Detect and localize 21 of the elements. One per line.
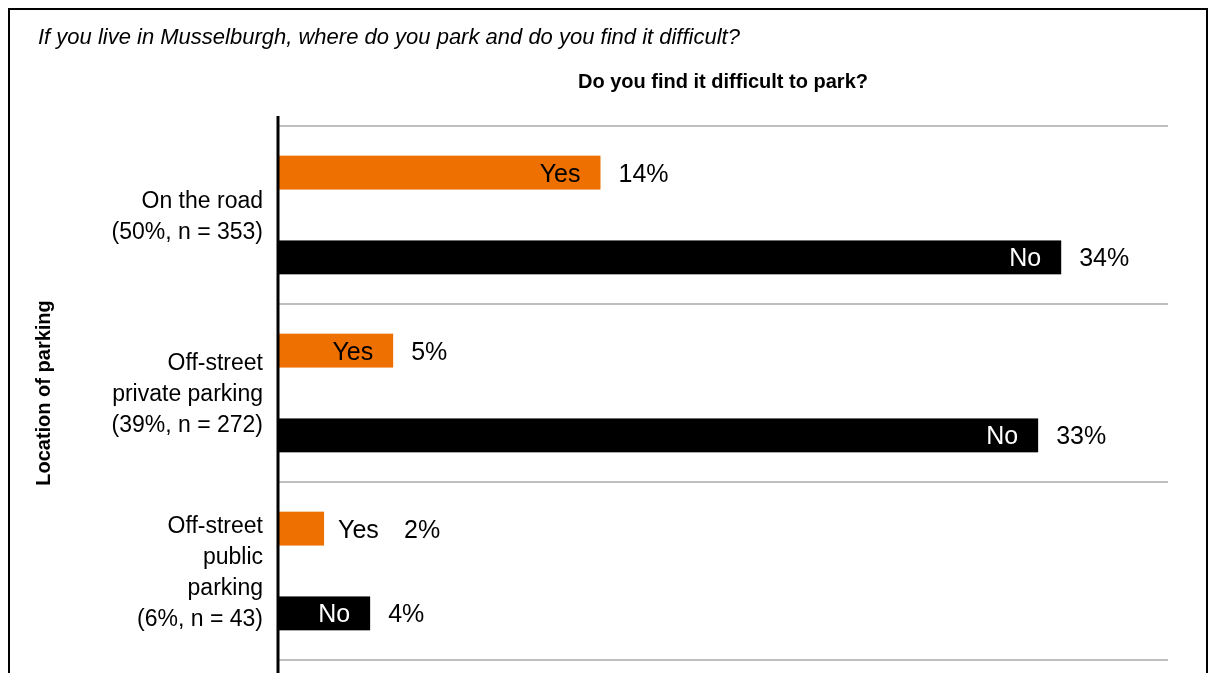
data-label: 2% xyxy=(404,514,441,543)
series-label: Yes xyxy=(539,158,581,187)
series-label: No xyxy=(1009,243,1042,272)
text: No xyxy=(986,421,1019,450)
data-label: 34% xyxy=(1079,243,1130,272)
data-label: 5% xyxy=(411,336,448,365)
y-tick-label: Off-street private parking (39%, n = 272) xyxy=(111,349,264,437)
text: No xyxy=(318,599,351,628)
y-axis-title: Location of parking xyxy=(32,300,54,486)
bar xyxy=(278,333,394,368)
text: Yes xyxy=(332,336,374,365)
data-label: 14% xyxy=(618,158,669,187)
bar xyxy=(278,155,601,190)
data-label: 33% xyxy=(1056,421,1107,450)
y-tick-label: On the road (50%, n = 353) xyxy=(111,186,263,244)
data-label: 4% xyxy=(388,599,425,628)
chart-title: If you live in Musselburgh, where do you park and do you find it difficult? xyxy=(38,24,741,49)
text: Yes xyxy=(338,514,379,543)
chart-subtitle: Do you find it difficult to park? xyxy=(578,70,868,92)
bar xyxy=(278,511,325,546)
y-tick-label: Off-street public parking (6%, n = 43) xyxy=(137,511,264,631)
